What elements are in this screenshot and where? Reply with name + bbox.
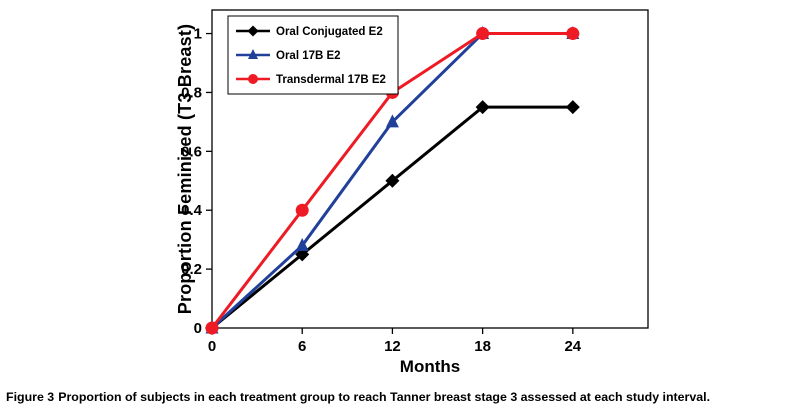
y-tick-label: 0.2 [181, 261, 202, 278]
x-tick-label: 6 [298, 338, 306, 352]
x-tick-label: 12 [384, 338, 401, 352]
legend-item: Transdermal 17B E2 [236, 74, 386, 86]
legend-label: Oral Conjugated E2 [276, 26, 383, 38]
x-tick-label: 24 [564, 338, 581, 352]
legend-item: Oral Conjugated E2 [236, 25, 383, 38]
legend-item: Oral 17B E2 [236, 49, 341, 62]
y-tick-label: 0.6 [181, 143, 202, 160]
circle-marker [205, 321, 219, 335]
x-tick-label: 18 [474, 338, 491, 352]
y-tick-label: 0 [194, 320, 202, 337]
circle-marker [476, 27, 490, 41]
legend: Oral Conjugated E2 Oral 17B E2 Transdermal… [227, 15, 399, 95]
caption-label: Figure 3 [6, 390, 55, 404]
diamond-marker [475, 100, 490, 115]
plot-area: 0 0.2 0.4 0.6 0.8 1 0 6 12 18 24 Oral Conjugated E2… [181, 9, 649, 352]
x-tick-label: 0 [208, 338, 216, 352]
circle-marker [248, 74, 258, 84]
triangle-marker [295, 238, 309, 252]
legend-label: Transdermal 17B E2 [276, 74, 386, 86]
y-tick-label: 0.8 [181, 84, 202, 101]
diamond-marker [385, 173, 400, 188]
diamond-marker [247, 25, 259, 37]
x-axis-label: Months [399, 357, 461, 376]
circle-marker [566, 27, 580, 41]
triangle-marker [385, 114, 399, 128]
y-tick-label: 0.4 [181, 202, 203, 219]
y-tick-label: 1 [194, 26, 202, 43]
legend-label: Oral 17B E2 [276, 50, 341, 62]
figure-caption: Figure 3 Proportion of subjects in each t… [6, 390, 791, 404]
triangle-marker [248, 49, 258, 59]
diamond-marker [565, 100, 580, 115]
caption-text: Proportion of subjects in each treatment… [58, 390, 711, 404]
circle-marker [295, 203, 309, 217]
y-axis-label: Proportion Feminized (T3 Breast) [175, 23, 195, 315]
